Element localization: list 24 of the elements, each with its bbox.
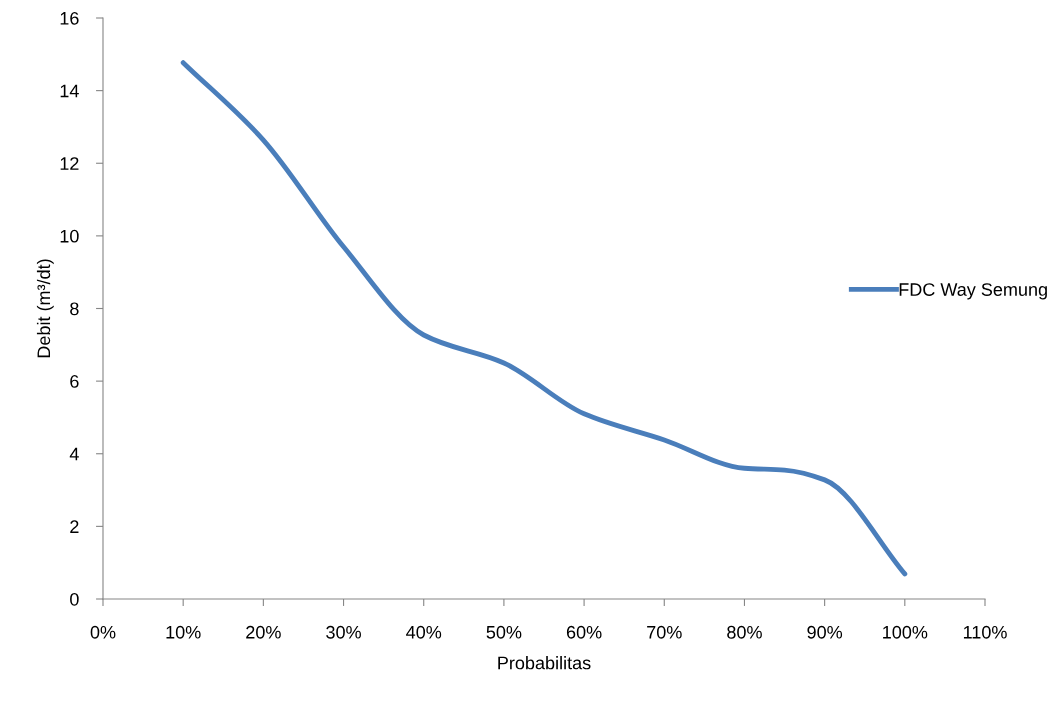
x-tick-label: 30% — [326, 625, 361, 639]
x-tick-label: 110% — [963, 625, 1007, 639]
y-tick-label: 14 — [60, 84, 79, 98]
x-tick-label: 10% — [166, 625, 201, 639]
x-tick-label: 100% — [883, 625, 928, 639]
y-axis-title: Debit (m³/dt) — [36, 259, 54, 358]
x-axis-title: Probabilitas — [498, 656, 591, 670]
x-tick-label: 40% — [406, 625, 442, 639]
x-tick-label: 50% — [486, 625, 522, 639]
x-tick-label: 0% — [90, 625, 116, 639]
legend-label: FDC Way Semung — [899, 283, 1047, 300]
y-tick-label: 0 — [70, 592, 79, 606]
y-tick-label: 10 — [60, 229, 79, 243]
x-tick-label: 70% — [647, 625, 682, 639]
y-tick-label: 12 — [60, 157, 79, 170]
x-tick-label: 60% — [566, 625, 602, 639]
y-tick-label: 2 — [70, 520, 79, 533]
y-tick-label: 6 — [70, 375, 79, 388]
x-tick-label: 20% — [246, 625, 281, 639]
y-tick-label: 4 — [69, 447, 79, 461]
x-tick-label: 80% — [727, 625, 762, 639]
y-tick-label: 16 — [60, 11, 79, 25]
x-tick-label: 90% — [807, 625, 843, 639]
y-tick-label: 8 — [70, 302, 79, 316]
